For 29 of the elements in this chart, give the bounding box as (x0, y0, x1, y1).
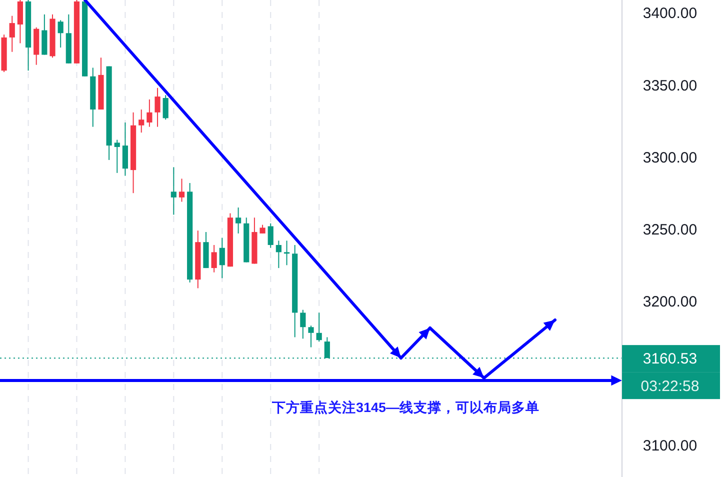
candlestick (300, 309, 306, 340)
candlestick (211, 244, 217, 273)
y-tick-label: 3100.00 (642, 438, 698, 455)
annotation: 下方重点关注3145—线支撑，可以布局多单 (271, 399, 540, 416)
y-tick-label: 3300.00 (642, 149, 698, 166)
candlestick (146, 98, 152, 128)
candlestick (236, 207, 242, 234)
candlestick (114, 139, 120, 174)
candlestick (58, 20, 64, 48)
candlestick (284, 240, 290, 266)
candlestick (219, 237, 225, 279)
text: 03:22:58 (640, 378, 700, 395)
candlestick (122, 122, 128, 176)
candlestick (9, 15, 15, 52)
y-tick-label: 3250.00 (642, 221, 698, 238)
candlestick (276, 240, 282, 269)
candlestick (17, 0, 23, 44)
candlestick (178, 178, 185, 202)
candlestick (316, 312, 322, 342)
y-tick-label: 3200.00 (642, 293, 698, 310)
candlestick (154, 87, 160, 128)
y-tick-label: 3400.00 (642, 5, 698, 22)
candlestick (138, 109, 144, 134)
candlestick (308, 325, 314, 348)
candlestick (268, 222, 274, 248)
ref-line-label: 3160.53 (642, 350, 698, 368)
candlestick (162, 94, 168, 120)
candlestick (170, 166, 176, 216)
y-tick-label: 3350.00 (642, 77, 698, 94)
